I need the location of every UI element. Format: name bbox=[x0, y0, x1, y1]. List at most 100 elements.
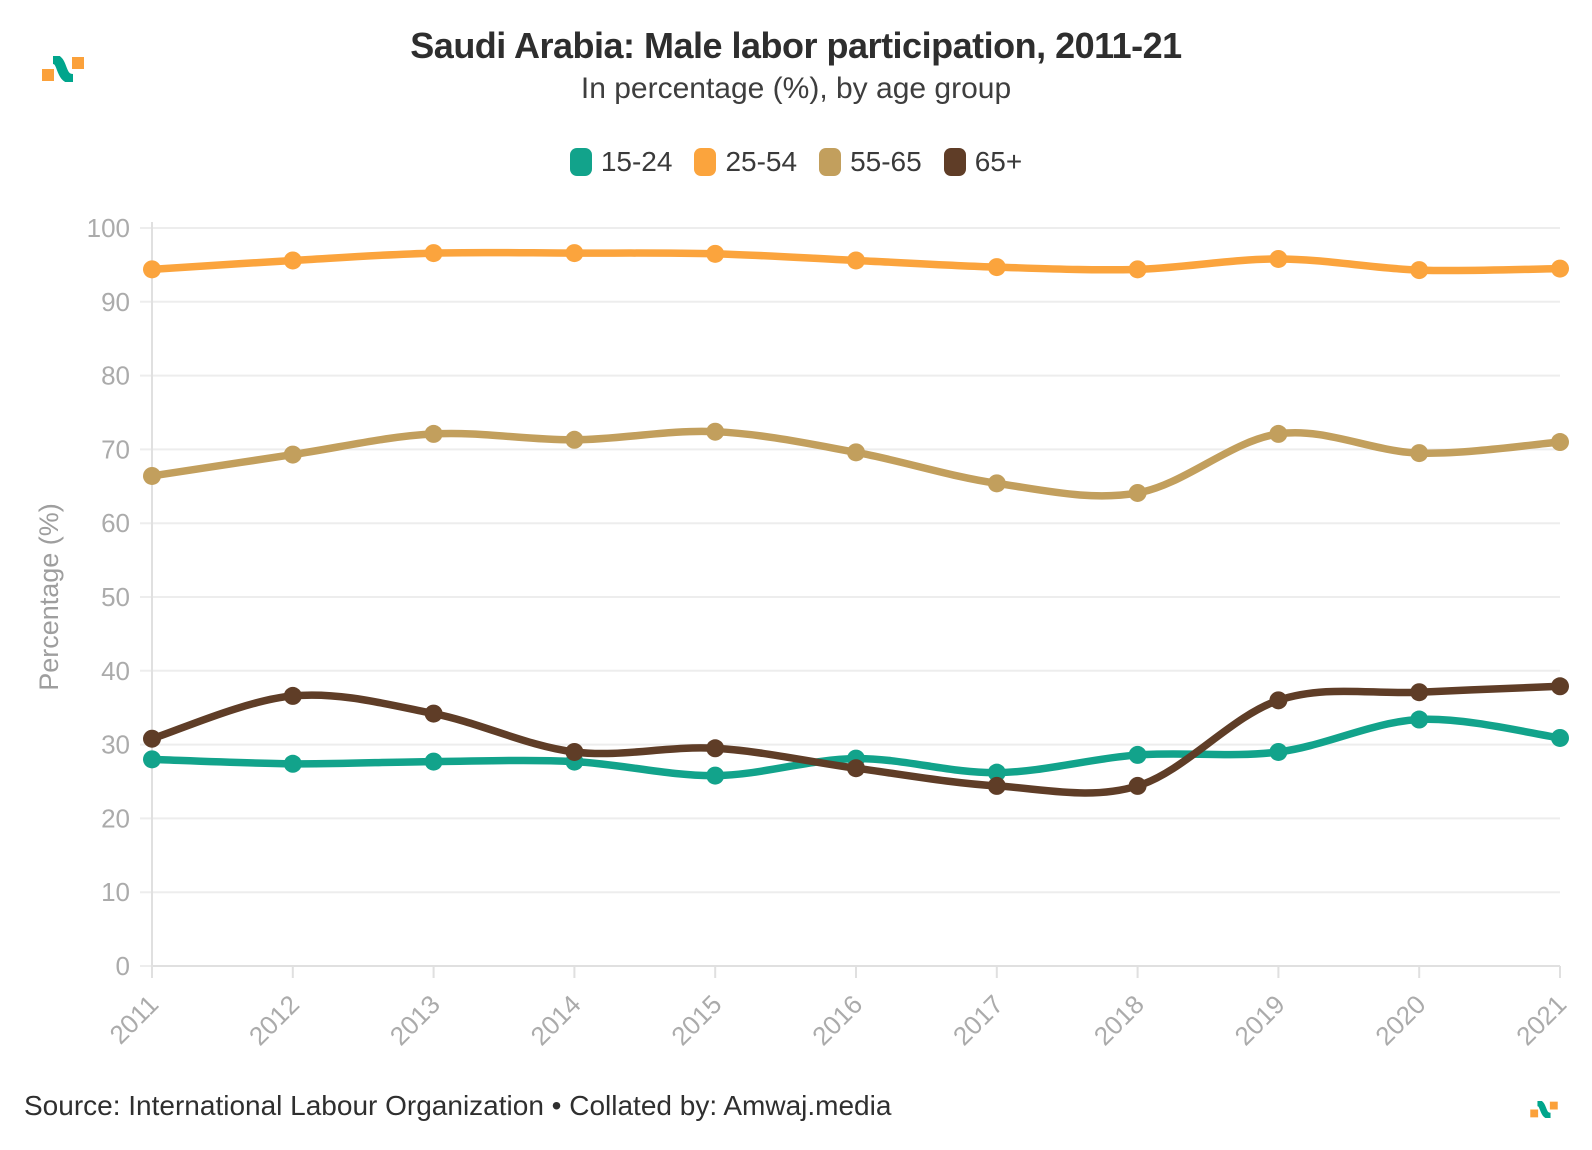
y-axis-title: Percentage (%) bbox=[34, 503, 64, 691]
data-point-15-24 bbox=[987, 763, 1006, 782]
source-note: Source: International Labour Organizatio… bbox=[24, 1090, 892, 1121]
data-point-65plus bbox=[283, 686, 302, 705]
legend-label: 65+ bbox=[974, 146, 1023, 177]
data-point-25-54 bbox=[987, 258, 1006, 277]
legend-item-25-54[interactable]: 25-54 bbox=[694, 146, 797, 178]
data-point-55-65 bbox=[424, 424, 443, 443]
legend-swatch bbox=[569, 148, 592, 176]
data-point-65plus bbox=[1269, 691, 1288, 710]
series-65plus bbox=[143, 677, 1569, 797]
data-point-55-65 bbox=[847, 443, 865, 462]
chart-legend: 15-24 25-54 55-65 65+ bbox=[0, 146, 1592, 178]
data-point-15-24 bbox=[706, 766, 725, 785]
y-tick-label: 30 bbox=[101, 730, 130, 760]
data-point-65plus bbox=[424, 704, 443, 723]
data-point-55-65 bbox=[987, 474, 1006, 493]
x-tick-label: 2021 bbox=[1510, 989, 1572, 1050]
data-point-65plus bbox=[1128, 776, 1147, 795]
chart-title: Saudi Arabia: Male labor participation, … bbox=[410, 25, 1182, 66]
y-tick-label: 40 bbox=[101, 656, 130, 686]
data-point-65plus bbox=[1410, 683, 1429, 702]
x-tick-label: 2017 bbox=[947, 989, 1009, 1050]
legend-item-65plus[interactable]: 65+ bbox=[943, 146, 1023, 178]
x-tick-label: 2020 bbox=[1369, 989, 1431, 1050]
legend-label: 15-24 bbox=[600, 146, 673, 177]
y-tick-label: 70 bbox=[101, 434, 130, 464]
x-tick-label: 2018 bbox=[1088, 989, 1150, 1050]
data-point-55-65 bbox=[1410, 444, 1429, 463]
series-15-24 bbox=[143, 710, 1569, 785]
data-point-25-54 bbox=[565, 244, 584, 263]
data-point-25-54 bbox=[1410, 261, 1429, 280]
logo-orange-square-right bbox=[72, 57, 84, 69]
data-point-15-24 bbox=[1128, 745, 1147, 764]
data-point-55-65 bbox=[565, 430, 584, 449]
data-point-65plus bbox=[706, 739, 725, 758]
x-tick-label: 2011 bbox=[103, 989, 164, 1050]
legend-swatch bbox=[943, 148, 966, 176]
y-tick-label: 100 bbox=[87, 213, 130, 243]
data-point-25-54 bbox=[1269, 249, 1288, 268]
data-point-65plus bbox=[1551, 677, 1569, 696]
legend-item-55-65[interactable]: 55-65 bbox=[819, 146, 922, 178]
data-point-25-54 bbox=[847, 251, 865, 270]
logo-orange-square-left bbox=[42, 69, 54, 81]
data-point-25-54 bbox=[283, 251, 302, 270]
data-point-55-65 bbox=[1128, 483, 1147, 502]
data-point-65plus bbox=[847, 759, 865, 778]
data-point-15-24 bbox=[1410, 710, 1429, 729]
x-tick-label: 2013 bbox=[384, 989, 446, 1050]
data-point-25-54 bbox=[1551, 259, 1569, 278]
series-25-54 bbox=[143, 244, 1569, 280]
x-tick-label: 2012 bbox=[243, 989, 305, 1050]
series-line-55-65 bbox=[148, 427, 1564, 500]
y-tick-label: 20 bbox=[101, 803, 130, 833]
logo-teal-wave bbox=[51, 56, 74, 82]
data-point-25-54 bbox=[1128, 260, 1147, 279]
title-block: Saudi Arabia: Male labor participation, … bbox=[0, 24, 1592, 108]
legend-swatch bbox=[694, 148, 717, 176]
legend-item-15-24[interactable]: 15-24 bbox=[569, 146, 673, 178]
logo-orange-square-left bbox=[1530, 1109, 1539, 1118]
data-point-55-65 bbox=[1269, 424, 1288, 443]
x-tick-label: 2014 bbox=[525, 989, 587, 1050]
data-point-15-24 bbox=[283, 754, 302, 773]
y-tick-label: 90 bbox=[101, 287, 130, 317]
y-tick-label: 10 bbox=[101, 877, 130, 907]
x-tick-label: 2019 bbox=[1229, 989, 1291, 1050]
data-point-65plus bbox=[143, 729, 161, 748]
logo-teal-wave bbox=[1536, 1101, 1552, 1118]
data-point-15-24 bbox=[424, 752, 443, 771]
data-point-15-24 bbox=[1269, 742, 1288, 761]
y-tick-label: 50 bbox=[101, 582, 130, 612]
y-tick-label: 60 bbox=[101, 508, 130, 538]
chart-subtitle: In percentage (%), by age group bbox=[580, 72, 1012, 105]
axes bbox=[151, 222, 1561, 978]
logo-orange-square-right bbox=[1549, 1101, 1558, 1110]
series-55-65 bbox=[143, 422, 1569, 502]
x-tick-label: 2016 bbox=[806, 989, 868, 1050]
data-point-55-65 bbox=[143, 466, 161, 485]
data-point-15-24 bbox=[1551, 728, 1569, 747]
data-point-55-65 bbox=[706, 422, 725, 441]
y-axis-labels: 0 10 20 30 40 50 60 70 80 90 100 bbox=[87, 213, 130, 981]
data-point-25-54 bbox=[706, 244, 725, 263]
data-point-65plus bbox=[987, 776, 1006, 795]
amwaj-logo bbox=[42, 56, 84, 82]
data-point-25-54 bbox=[424, 244, 443, 263]
data-point-25-54 bbox=[143, 260, 161, 279]
data-point-15-24 bbox=[143, 750, 161, 769]
data-point-55-65 bbox=[1551, 433, 1569, 452]
x-axis-labels: 2011 2012 2013 2014 2015 2016 2017 2018 2019 2020… bbox=[103, 989, 1572, 1050]
y-tick-label: 0 bbox=[116, 951, 130, 981]
y-tick-label: 80 bbox=[101, 361, 130, 391]
legend-swatch bbox=[819, 148, 842, 176]
data-point-65plus bbox=[565, 742, 584, 761]
legend-label: 55-65 bbox=[850, 146, 922, 177]
amwaj-logo-small bbox=[1530, 1101, 1558, 1118]
legend-label: 25-54 bbox=[725, 146, 798, 177]
grid-lines bbox=[140, 227, 1560, 967]
x-tick-label: 2015 bbox=[665, 989, 727, 1050]
data-point-55-65 bbox=[283, 445, 302, 464]
